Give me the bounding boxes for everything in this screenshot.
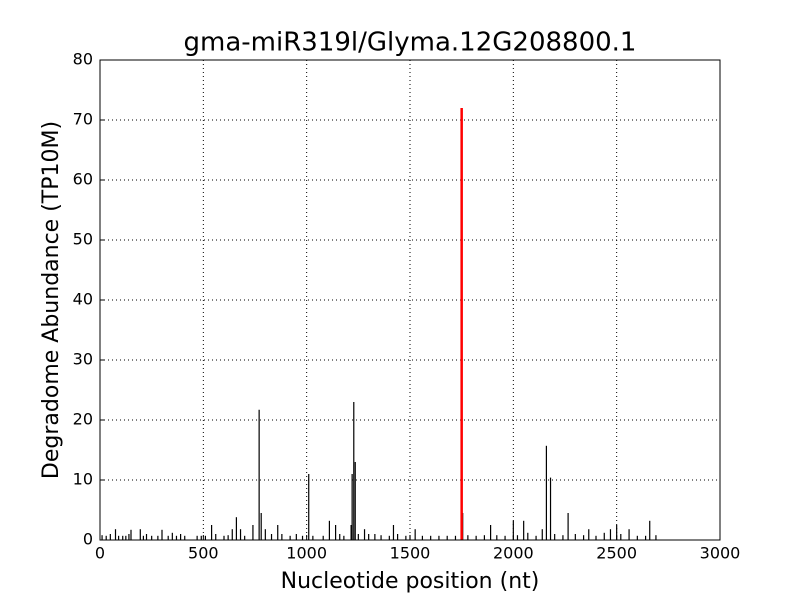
y-tick-label: 80: [73, 50, 93, 69]
y-tick-label: 0: [83, 530, 93, 549]
x-axis-label: Nucleotide position (nt): [281, 569, 540, 594]
chart-title: gma-miR319l/Glyma.12G208800.1: [184, 28, 637, 58]
x-tick-label: 1000: [286, 544, 327, 563]
plot-frame: [99, 59, 721, 541]
y-tick-label: 20: [73, 410, 93, 429]
x-tick-label: 500: [188, 544, 219, 563]
x-tick-label: 0: [95, 544, 105, 563]
x-tick-label: 1500: [390, 544, 431, 563]
y-tick-label: 30: [73, 350, 93, 369]
y-tick-label: 50: [73, 230, 93, 249]
y-tick-label: 10: [73, 470, 93, 489]
x-tick-label: 2000: [493, 544, 534, 563]
x-tick-label: 2500: [596, 544, 637, 563]
y-tick-label: 70: [73, 110, 93, 129]
x-tick-label: 3000: [700, 544, 741, 563]
y-tick-label: 60: [73, 170, 93, 189]
y-tick-label: 40: [73, 290, 93, 309]
y-axis-label: Degradome Abundance (TP10M): [39, 121, 64, 479]
